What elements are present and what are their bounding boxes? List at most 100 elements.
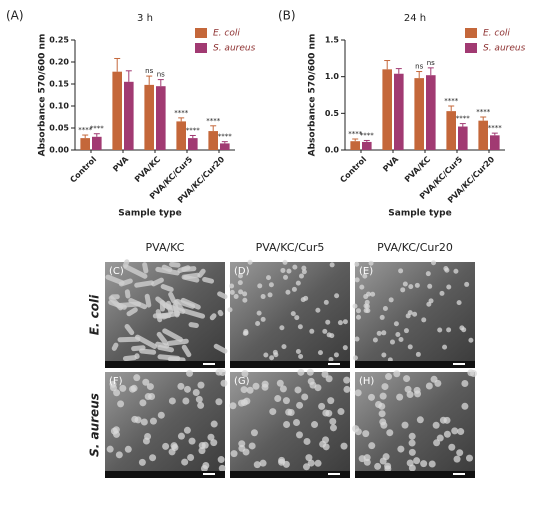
cell [139, 459, 146, 466]
rod [212, 316, 214, 318]
cell [366, 292, 371, 297]
cell [251, 429, 258, 436]
cell [178, 433, 185, 440]
cell [439, 291, 444, 296]
cell [182, 397, 189, 404]
cell [113, 389, 120, 396]
rod [145, 265, 146, 271]
cell [260, 460, 267, 467]
cell [431, 376, 438, 383]
cell [368, 442, 375, 449]
cell [113, 431, 120, 438]
cell [117, 400, 124, 407]
x-tick-label: PVA/KC [403, 155, 432, 184]
cell [334, 352, 339, 357]
cell [353, 355, 358, 360]
column-header: PVA/KC/Cur20 [377, 241, 453, 254]
cell [266, 275, 271, 280]
y-tick-label: 0.10 [49, 102, 69, 111]
cell [356, 315, 361, 320]
cell [394, 321, 399, 326]
cell [261, 294, 266, 299]
rod [129, 310, 135, 314]
cell [283, 421, 290, 428]
cell [437, 327, 442, 332]
cell [373, 338, 378, 343]
cell [297, 369, 304, 376]
scale-bar [328, 473, 340, 475]
rod [184, 275, 198, 277]
cell [247, 387, 254, 394]
cell [286, 269, 291, 274]
cell [292, 265, 297, 270]
cell [294, 386, 301, 393]
cell [466, 455, 473, 462]
cell [379, 410, 386, 417]
bar [176, 121, 186, 150]
cell [403, 375, 410, 382]
scale-bar [453, 363, 465, 365]
cell [242, 291, 247, 296]
bar [144, 85, 154, 150]
cell [285, 409, 292, 416]
cell [341, 443, 348, 450]
chart-title: 3 h [137, 13, 153, 24]
cell [380, 315, 385, 320]
rod [154, 280, 162, 284]
cell [468, 338, 473, 343]
x-axis-label: Sample type [118, 209, 181, 219]
cell [131, 385, 138, 392]
cell [329, 418, 336, 425]
rod [220, 312, 221, 313]
cell [219, 369, 226, 376]
bar [414, 78, 424, 150]
legend-swatch [465, 43, 477, 53]
cell [429, 298, 434, 303]
bar [490, 135, 500, 150]
cell [280, 268, 285, 273]
cell [343, 345, 348, 350]
cell [421, 317, 426, 322]
cell [464, 282, 469, 287]
cell [309, 329, 314, 334]
cell [241, 386, 248, 393]
rod [125, 358, 134, 359]
bar [426, 75, 436, 150]
cell [144, 433, 151, 440]
cell [364, 459, 371, 466]
cell [158, 412, 165, 419]
cell [238, 445, 245, 452]
cell [294, 315, 299, 320]
cell [296, 431, 303, 438]
cell [296, 349, 301, 354]
cell [402, 422, 409, 429]
cell [269, 408, 276, 415]
bar [350, 141, 360, 150]
cell [229, 402, 236, 409]
cell [318, 350, 323, 355]
cell [238, 280, 243, 285]
rod [158, 269, 177, 273]
cell [375, 401, 382, 408]
cell [399, 337, 404, 342]
cell [311, 421, 318, 428]
cell [253, 383, 260, 390]
cell [304, 438, 311, 445]
cell [406, 313, 411, 318]
cell [181, 459, 188, 466]
cell [263, 352, 268, 357]
cell [283, 397, 290, 404]
bar [188, 138, 198, 150]
cell [374, 463, 381, 470]
rod [137, 283, 152, 285]
cell [315, 308, 320, 313]
cell [414, 387, 421, 394]
column-header: PVA/KC [146, 241, 185, 254]
cell [169, 397, 176, 404]
cell [291, 311, 296, 316]
bar [112, 72, 122, 150]
legend-label: S. aureus [483, 44, 526, 54]
significance-label: ns [157, 71, 165, 79]
cell [461, 380, 468, 387]
significance-label: **** [444, 97, 459, 105]
